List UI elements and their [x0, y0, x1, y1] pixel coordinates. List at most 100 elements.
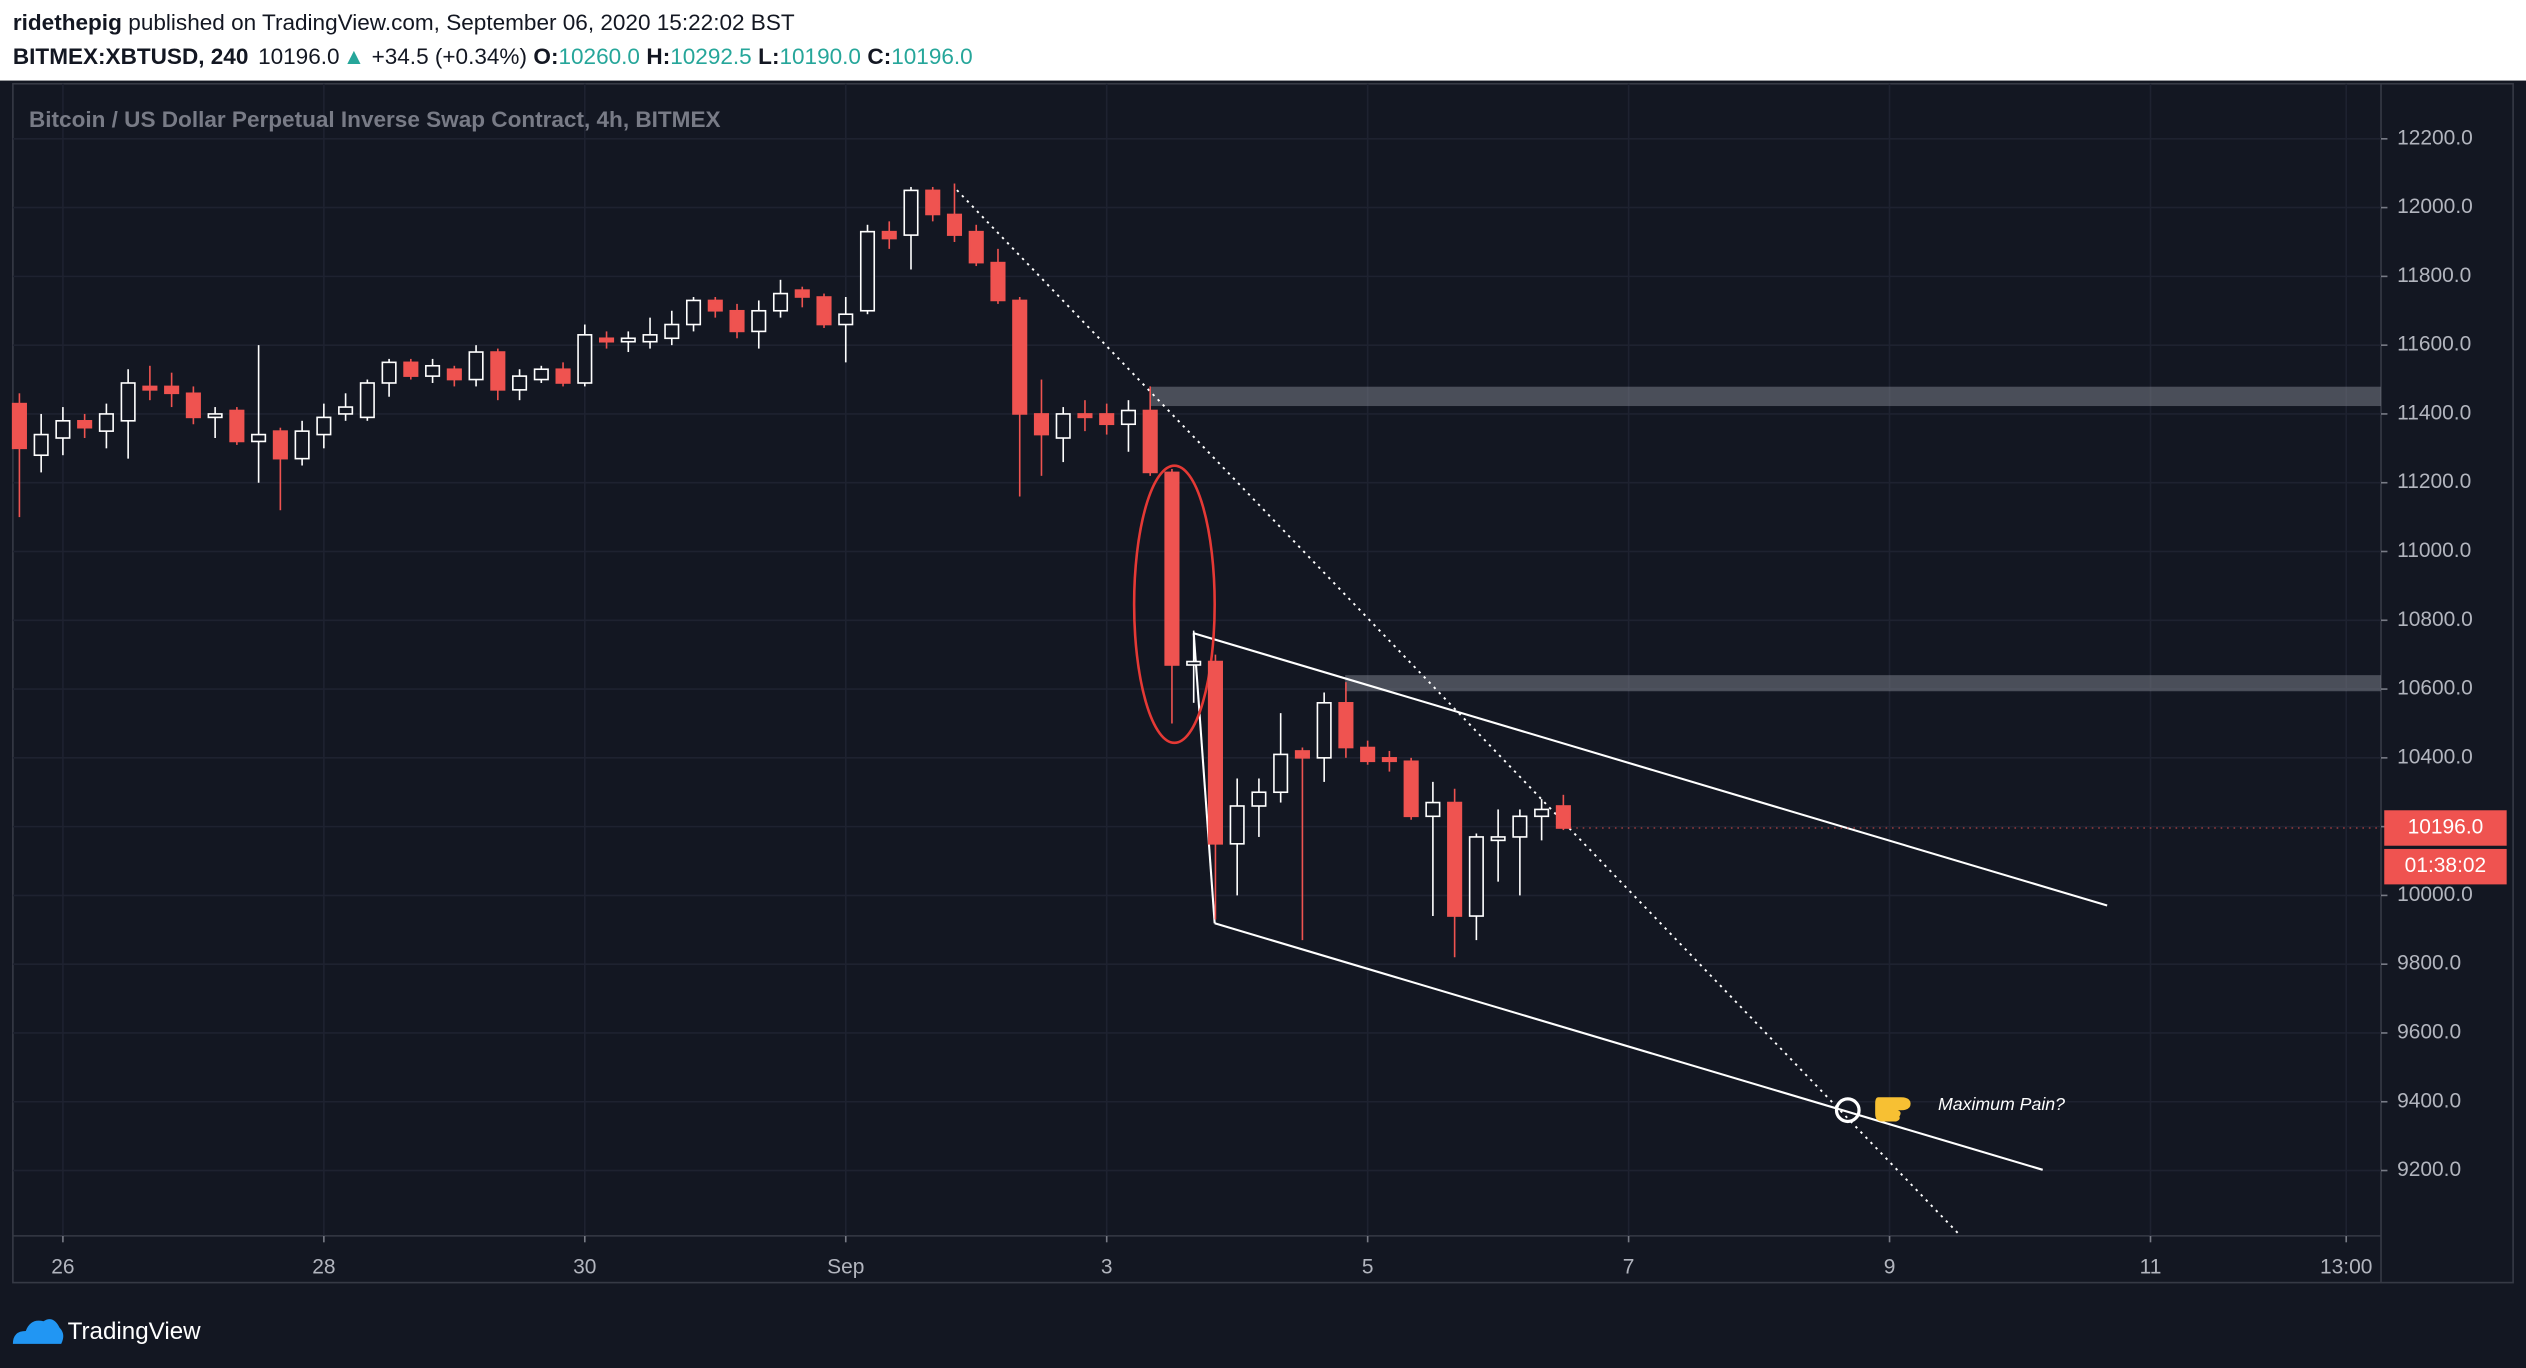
y-tick-label: 9200.0 — [2397, 1158, 2461, 1181]
candle-body — [642, 334, 658, 343]
x-tick-label: 11 — [2140, 1256, 2162, 1279]
candle-body — [403, 361, 419, 377]
y-tick-label: 12000.0 — [2397, 195, 2473, 218]
brand: TradingView — [68, 1318, 201, 1345]
l-value: 10190.0 — [779, 44, 861, 69]
candle-body — [120, 382, 136, 422]
drawings — [956, 189, 2382, 1237]
channel-upper — [1193, 632, 2108, 907]
chart-title: Bitcoin / US Dollar Perpetual Inverse Sw… — [29, 107, 721, 132]
candle-body — [1099, 413, 1115, 426]
candle-body — [446, 368, 462, 381]
candle-body — [1360, 746, 1376, 763]
y-tick-label: 9400.0 — [2397, 1089, 2461, 1112]
candle-body — [1316, 702, 1332, 759]
y-tick-label: 11800.0 — [2397, 264, 2471, 287]
candle-body — [77, 420, 93, 429]
candle-body — [142, 385, 158, 391]
candle-body — [1512, 815, 1528, 838]
candle-body — [620, 337, 636, 343]
candle-body — [1534, 808, 1550, 818]
channel-edge — [1192, 633, 1216, 924]
x-tick-label: 7 — [1623, 1256, 1635, 1279]
candle-body — [533, 368, 549, 381]
candle-body — [207, 413, 223, 419]
candle-body — [272, 430, 288, 460]
y-tick-label: 11600.0 — [2397, 333, 2471, 356]
candle-body — [294, 430, 310, 460]
y-tick-label: 12200.0 — [2397, 126, 2473, 149]
y-tick-label: 10600.0 — [2397, 677, 2473, 700]
x-tick-label: 9 — [1884, 1256, 1896, 1279]
candle-body — [316, 416, 332, 436]
candle-body — [425, 364, 441, 377]
tradingview-logo: TradingView — [12, 1318, 201, 1345]
o-label: O: — [533, 44, 558, 69]
resistance-zone — [1150, 386, 2382, 407]
y-tick-label: 9800.0 — [2397, 952, 2461, 975]
symbol-line: BITMEX:XBTUSD, 240 10196.0 ▲ +34.5 (+0.34%)… — [13, 44, 973, 69]
x-tick-label: 28 — [312, 1256, 335, 1279]
candle-body — [816, 296, 832, 326]
candle-body — [1490, 836, 1506, 842]
candle-body — [1186, 660, 1202, 666]
x-tick-label: Sep — [827, 1256, 864, 1279]
c-label: C: — [867, 44, 891, 69]
x-tick-label: 5 — [1362, 1256, 1374, 1279]
y-tick-label: 11000.0 — [2397, 539, 2471, 562]
candle-body — [794, 289, 810, 298]
y-tick-label: 10800.0 — [2397, 608, 2473, 631]
candle-body — [468, 351, 484, 381]
candle-body — [229, 409, 245, 443]
candle-body — [1207, 660, 1223, 845]
candle-body — [381, 361, 397, 384]
trend-line — [956, 189, 1962, 1237]
candle-body — [1120, 409, 1136, 426]
candle-body — [1055, 413, 1071, 439]
countdown-label: 01:38:02 — [2405, 854, 2487, 877]
resistance-zone — [1345, 675, 2382, 692]
candle-body — [903, 189, 919, 236]
candle-body — [1381, 757, 1397, 763]
l-label: L: — [758, 44, 779, 69]
candle-body — [1077, 413, 1093, 419]
header-bar — [0, 0, 2526, 81]
candle-body — [925, 189, 941, 216]
channel-lower — [1214, 922, 2044, 1171]
candle-body — [772, 292, 789, 312]
candle-body — [555, 368, 571, 384]
candle-body — [751, 309, 767, 333]
candle-body — [1468, 836, 1484, 917]
change: +34.5 (+0.34%) — [372, 44, 527, 69]
candle-body — [1338, 702, 1354, 749]
grid — [12, 83, 2382, 1236]
candle-body — [838, 313, 854, 326]
x-tick-label: 26 — [51, 1256, 74, 1279]
countdown-tag — [2384, 848, 2507, 885]
candle-body — [359, 382, 375, 419]
published: published on TradingView.com, September … — [128, 10, 795, 35]
highlight-ellipse — [1132, 464, 1216, 745]
candle-body — [1033, 413, 1050, 436]
candle-body — [338, 406, 354, 415]
candle-body — [1447, 801, 1463, 917]
candle-body — [859, 230, 876, 312]
y-tick-label: 10000.0 — [2397, 883, 2473, 906]
x-tick-label: 13:00 — [2320, 1256, 2372, 1279]
candle-body — [1251, 791, 1267, 807]
hand-icon — [1875, 1097, 1911, 1122]
h-value: 10292.5 — [670, 44, 752, 69]
y-tick-label: 10400.0 — [2397, 745, 2473, 768]
h-label: H: — [646, 44, 670, 69]
c-value: 10196.0 — [891, 44, 973, 69]
candle-body — [11, 402, 27, 450]
candle-body — [1555, 805, 1571, 829]
logo-icon — [12, 1319, 64, 1344]
y-tick-label: 9600.0 — [2397, 1020, 2461, 1043]
candle-body — [98, 413, 114, 432]
candle-body — [599, 337, 615, 343]
candle-body — [251, 433, 267, 443]
arrow: ▲ — [343, 44, 365, 69]
candle-body — [164, 385, 180, 395]
